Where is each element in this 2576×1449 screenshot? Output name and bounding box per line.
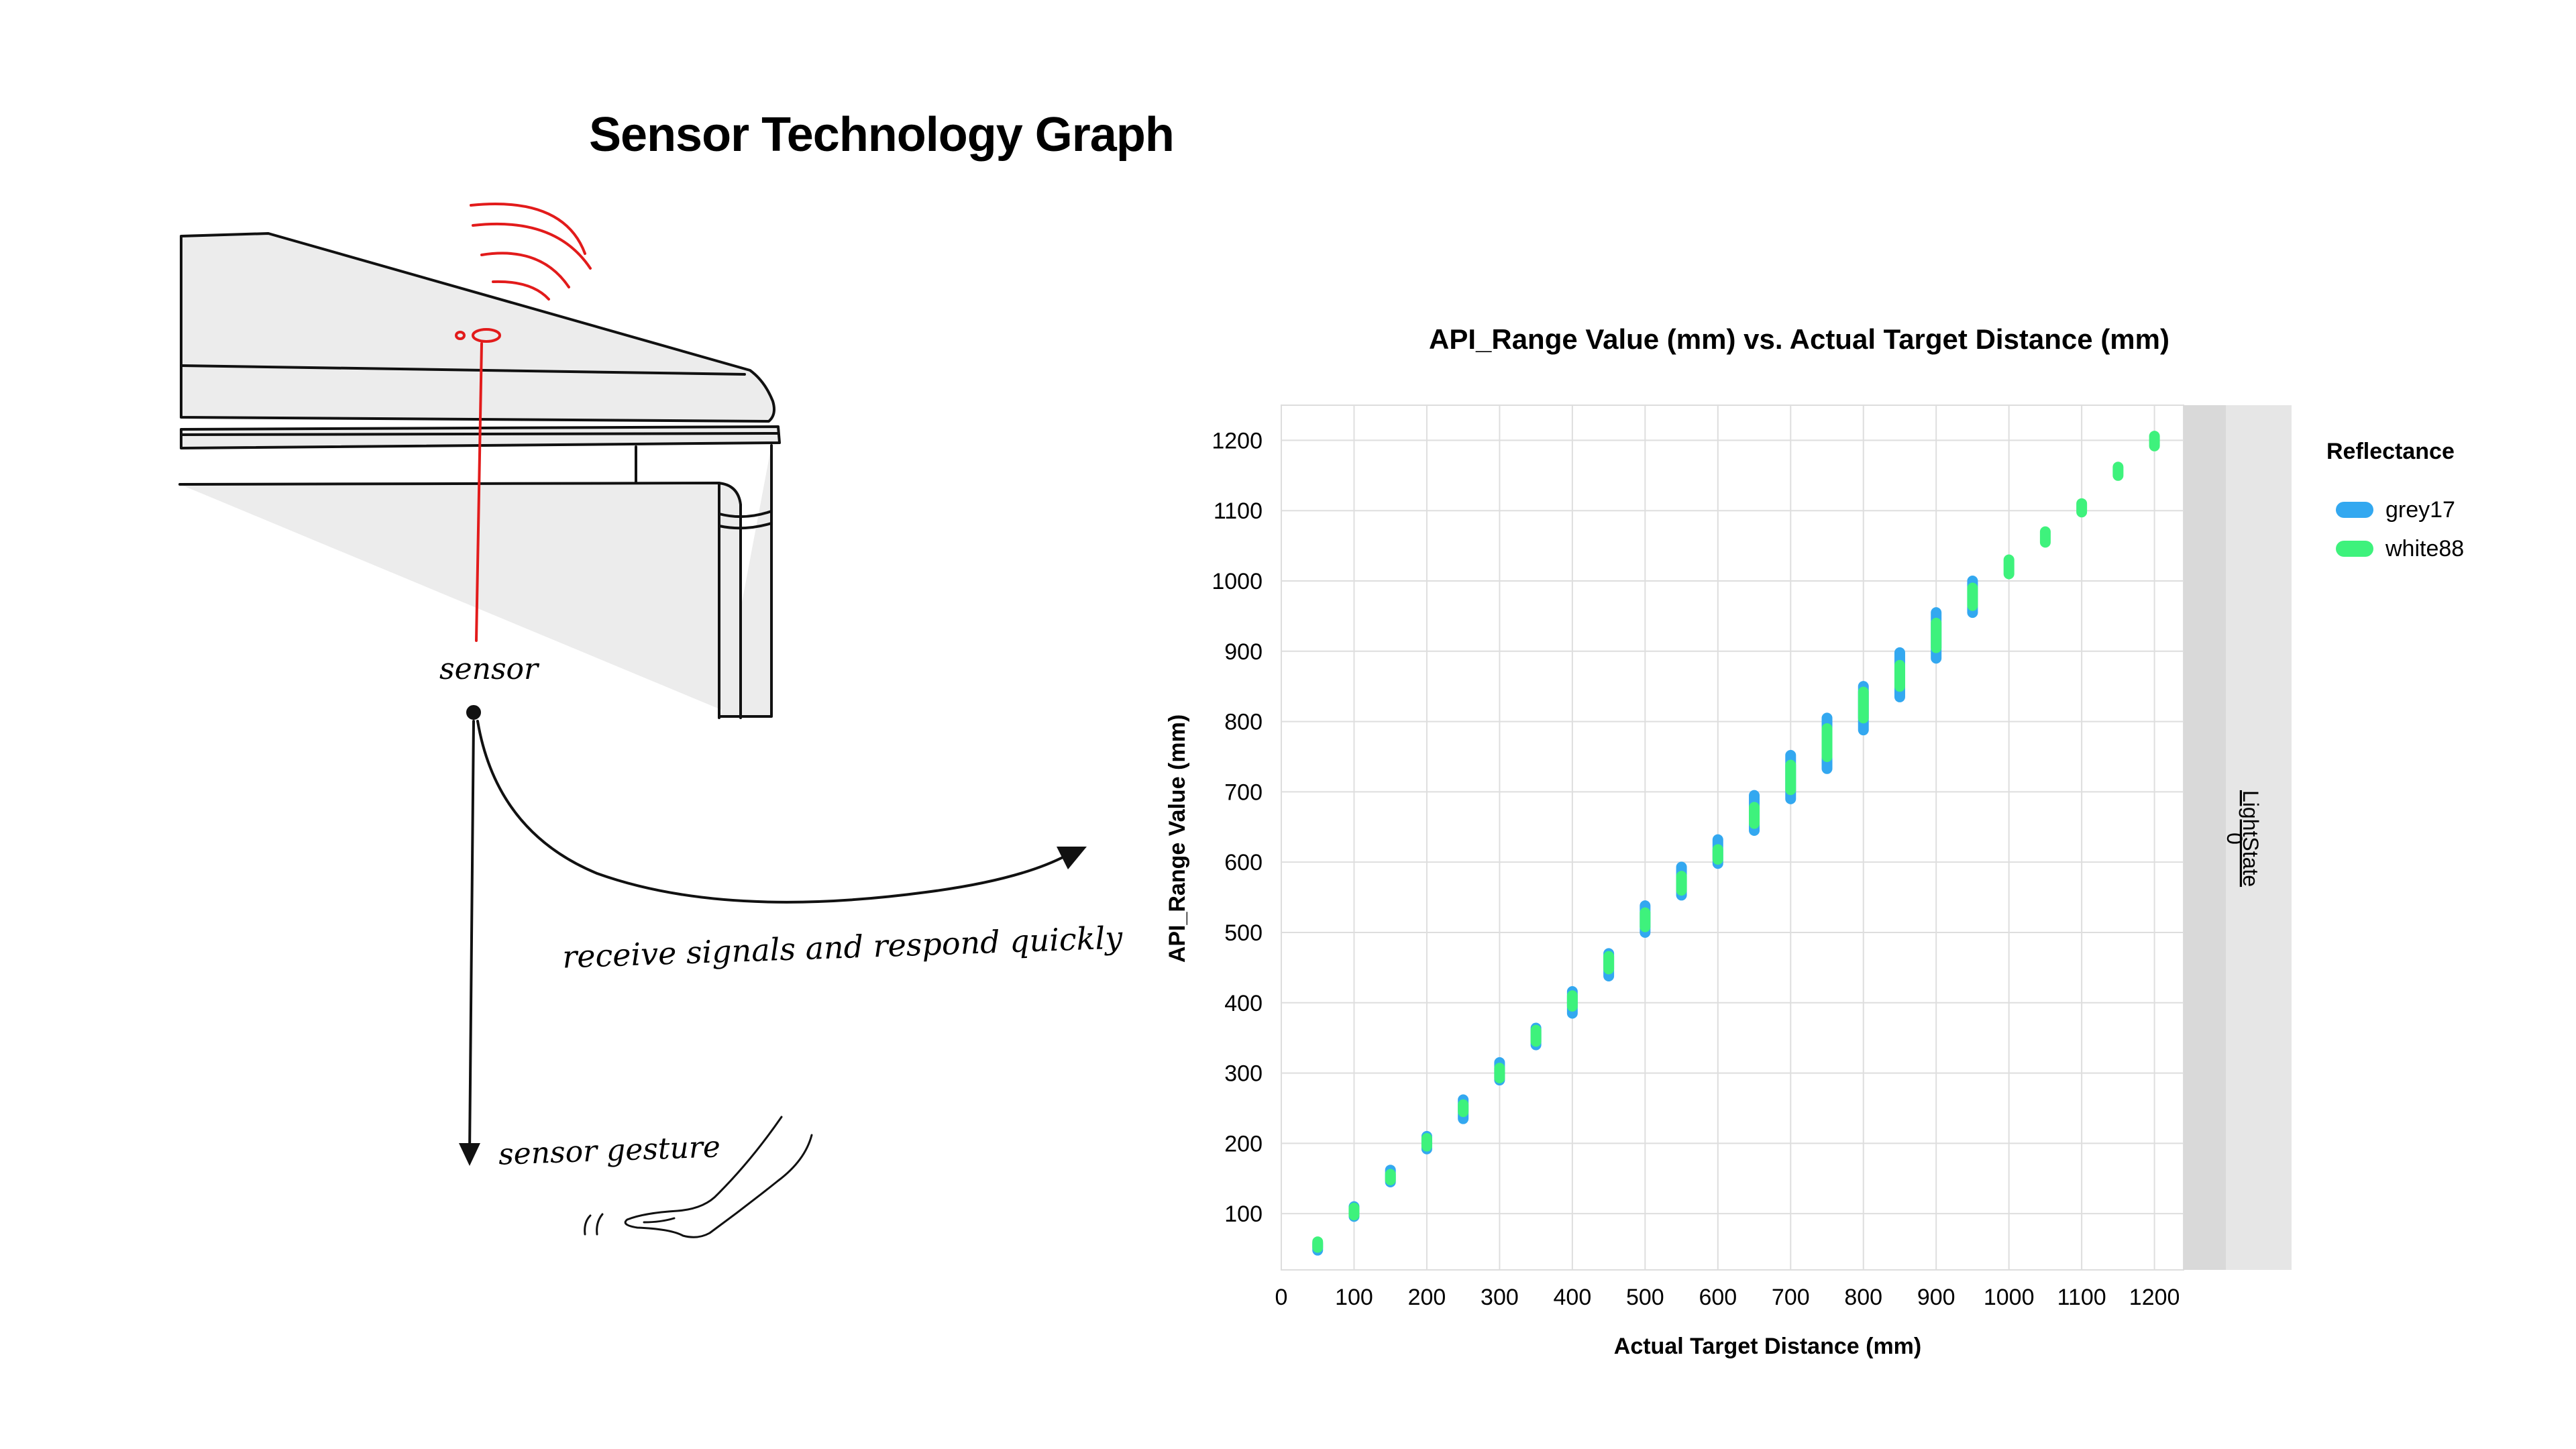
x-tick-label: 900: [1917, 1285, 1955, 1310]
legend-item-grey17[interactable]: grey17: [2336, 496, 2455, 523]
signal-wave-1: [492, 280, 550, 301]
gesture-arrow: [468, 720, 475, 1155]
x-tick-label: 500: [1626, 1285, 1664, 1310]
table-top: [180, 232, 775, 423]
sensor-illustration: [178, 203, 1087, 1238]
sensor-lens: [472, 328, 501, 343]
response-arrow: [476, 720, 1068, 904]
x-tick-labels: 0 100 200 300 400 500 600 700 800 900 1000 1100 1200: [1275, 1285, 2180, 1310]
data-points: [1312, 431, 2160, 1256]
grid: [1281, 405, 2184, 1270]
x-tick-label: 1100: [2057, 1285, 2106, 1310]
y-tick-label: 1000: [1212, 569, 1263, 594]
y-tick-label: 100: [1224, 1201, 1263, 1227]
signal-wave-4: [470, 203, 586, 255]
table-apron: [178, 444, 773, 719]
page-title: Sensor Technology Graph: [589, 108, 1175, 162]
plot-area: [1281, 405, 2184, 1271]
y-tick-label: 600: [1224, 850, 1263, 875]
x-tick-label: 400: [1554, 1285, 1592, 1310]
y-axis-label: API_Range Value (mm): [1165, 714, 1190, 963]
y-tick-labels: 100 200 300 400 500 600 700 800 900 1000 1100 1200: [1212, 428, 1263, 1227]
x-tick-label: 600: [1699, 1285, 1737, 1310]
x-tick-label: 1200: [2129, 1285, 2180, 1310]
legend-title: Reflectance: [2326, 439, 2455, 464]
sensor-dot: [455, 331, 466, 340]
y-tick-label: 700: [1224, 780, 1263, 805]
legend-label-grey17: grey17: [2385, 496, 2455, 523]
x-tick-label: 800: [1844, 1285, 1882, 1310]
y-tick-label: 500: [1224, 920, 1263, 946]
signal-wave-3: [472, 222, 592, 270]
sensor-node: [466, 705, 481, 720]
legend-item-white88[interactable]: white88: [2336, 535, 2464, 562]
y-tick-label: 800: [1224, 710, 1263, 735]
y-tick-label: 200: [1224, 1131, 1263, 1157]
legend-swatch-grey17: [2336, 502, 2373, 518]
facet-label: LightState: [2239, 790, 2263, 887]
x-tick-label: 300: [1481, 1285, 1519, 1310]
facet-value: 0: [2222, 833, 2247, 845]
chart-title: API_Range Value (mm) vs. Actual Target D…: [1429, 323, 2169, 355]
sensor-pointer-line: [475, 342, 483, 642]
legend-swatch-white88: [2336, 541, 2373, 557]
x-tick-label: 200: [1408, 1285, 1446, 1310]
x-tick-label: 100: [1335, 1285, 1373, 1310]
motion-icon: [584, 1213, 604, 1236]
y-tick-label: 900: [1224, 639, 1263, 665]
y-tick-label: 1100: [1214, 498, 1263, 524]
x-tick-label: 0: [1275, 1285, 1288, 1310]
signal-wave-2: [480, 252, 570, 288]
scatter-chart: LightState 0 0 100 200 300 400 500 600 700 800 90…: [1165, 405, 2292, 1359]
sensor-label: sensor: [439, 652, 539, 686]
y-tick-label: 1200: [1212, 428, 1263, 453]
legend-label-white88: white88: [2385, 535, 2465, 561]
series-white88: [1312, 431, 2160, 1253]
x-axis-label: Actual Target Distance (mm): [1614, 1334, 1921, 1359]
facet-strip-inner: [2184, 405, 2226, 1270]
gesture-arrow-head: [459, 1143, 480, 1166]
y-tick-label: 300: [1224, 1061, 1263, 1087]
y-tick-label: 400: [1224, 991, 1263, 1016]
hand-icon: [624, 1116, 813, 1238]
x-tick-label: 1000: [1984, 1285, 2035, 1310]
response-arrow-head: [1057, 847, 1087, 869]
x-tick-label: 700: [1772, 1285, 1810, 1310]
facet-strip: [2214, 405, 2292, 1270]
